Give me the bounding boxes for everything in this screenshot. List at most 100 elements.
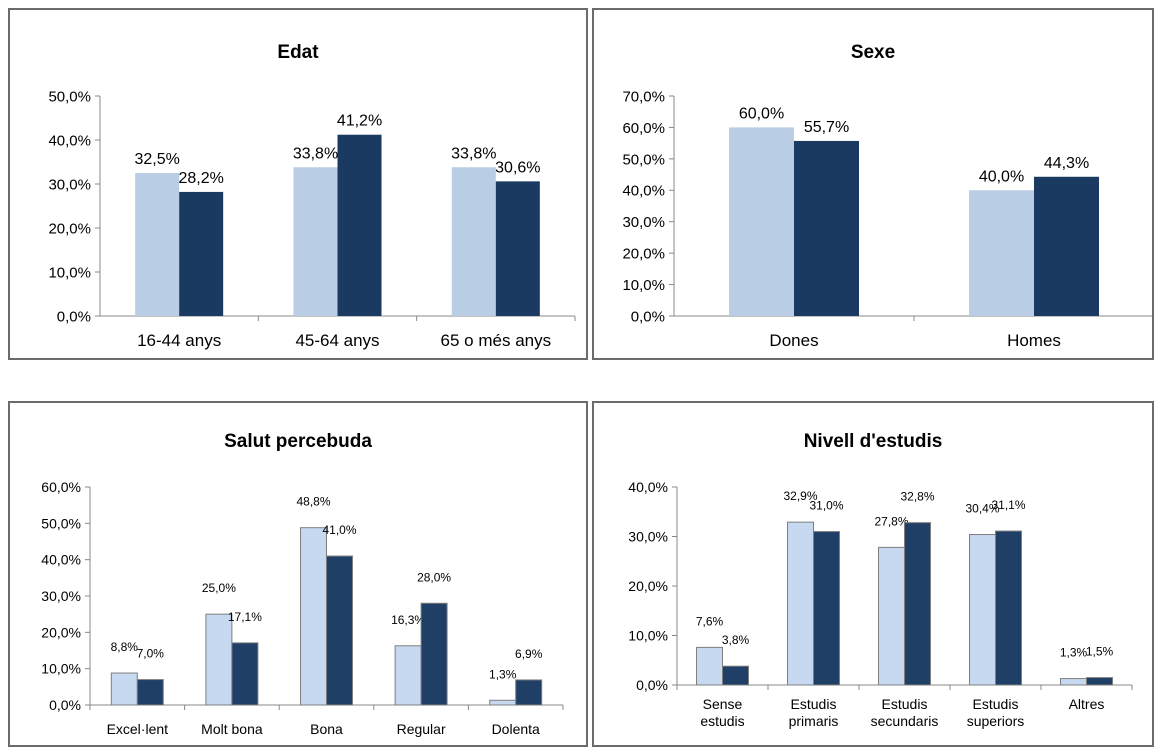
bar [787,521,814,686]
data-label: 32,8% [900,490,934,504]
data-label: 28,0% [417,570,451,584]
data-label: 40,0% [979,168,1024,185]
data-label: 41,2% [337,113,382,130]
bar [1086,677,1113,686]
data-label: 32,5% [134,151,179,168]
bar [337,134,382,316]
y-tick-label: 40,0% [41,552,81,568]
bar [969,190,1034,316]
x-category-label: Sense estudis [700,696,744,729]
bar [394,645,422,706]
x-category-label: Estudis primaris [789,696,839,729]
chart-svg: Nivell d'estudis 0,0% 10,0% 20,0% 30,0% 40,0%… [628,431,1133,729]
x-category-label: Regular [397,721,446,737]
bar [515,679,543,706]
bar [696,646,723,686]
x-category-label: 16-44 anys [137,331,221,350]
data-label: 30,4% [965,502,999,516]
data-label: 27,8% [874,514,908,528]
y-tick-label: 20,0% [622,246,665,263]
y-tick-label: 30,0% [622,214,665,231]
data-label: 17,1% [228,610,262,624]
x-category-label: Dolenta [492,721,540,737]
data-label: 32,9% [783,489,817,503]
data-label: 60,0% [739,105,784,122]
y-tick-label: 40,0% [622,183,665,200]
y-tick-label: 30,0% [48,176,91,193]
y-tick-label: 20,0% [628,578,668,594]
bar [451,167,496,316]
x-category-label: Altres [1069,696,1105,712]
bar [179,191,224,316]
x-category-label: Molt bona [201,721,263,737]
data-label: 6,9% [515,647,543,661]
data-label: 33,8% [451,145,496,162]
bar [1034,176,1099,316]
data-label: 44,3% [1044,155,1089,172]
bar [135,173,180,316]
bar [969,534,996,686]
data-label: 1,3% [1060,646,1088,660]
y-tick-label: 0,0% [636,677,668,693]
y-tick-label: 60,0% [622,120,665,137]
data-label: 28,2% [178,170,223,187]
data-label: 31,0% [809,499,843,513]
bar [878,546,905,686]
data-label: 33,8% [293,145,338,162]
chart-title: Edat [277,42,319,63]
bar [722,665,749,686]
bar [995,530,1022,686]
x-category-label: Excel·lent [107,721,169,737]
y-tick-label: 40,0% [628,479,668,495]
chart-panel-salut-percebuda: Salut percebuda 0,0% 10,0% 20,0% 30,0% 40,0% 5… [8,401,588,747]
chart-svg: Edat 0,0% 10,0% 20,0% 30,0% 40,0% 50,0% 32,5% 28… [48,42,576,350]
y-tick-label: 20,0% [41,624,81,640]
x-category-label: Estudis secundaris [871,696,939,729]
data-label: 41,0% [322,523,356,537]
data-label: 25,0% [202,581,236,595]
y-tick-label: 0,0% [49,697,81,713]
y-tick-label: 10,0% [48,264,91,281]
x-category-label: 65 o més anys [441,331,552,350]
y-tick-label: 0,0% [57,308,91,325]
data-label: 1,3% [489,667,517,681]
chart-title: Salut percebuda [224,431,372,452]
bar [205,613,233,706]
x-category-label: Dones [769,331,818,350]
data-label: 55,7% [804,119,849,136]
x-category-label: Estudis superiors [967,696,1025,729]
data-label: 7,0% [137,647,165,661]
chart-panel-sexe: Sexe 0,0% 10,0% 20,0% 30,0% 40,0% 50,0% 60,0% 70… [592,8,1154,360]
bar [813,531,840,686]
bar [489,699,517,706]
chart-panel-nivell-estudis: Nivell d'estudis 0,0% 10,0% 20,0% 30,0% 40,0%… [592,401,1154,747]
bar [231,642,259,706]
y-tick-label: 50,0% [48,88,91,105]
y-tick-label: 50,0% [622,151,665,168]
x-category-label: 45-64 anys [295,331,379,350]
data-label: 48,8% [296,495,330,509]
y-tick-label: 10,0% [622,277,665,294]
y-tick-label: 0,0% [631,308,665,325]
bar [136,679,164,706]
data-label: 7,6% [696,614,724,628]
y-tick-label: 40,0% [48,132,91,149]
bar [326,555,353,706]
bar [1060,678,1087,686]
chart-title: Nivell d'estudis [804,431,943,452]
y-tick-label: 20,0% [48,220,91,237]
y-tick-label: 60,0% [41,479,81,495]
bar [904,522,931,686]
bar [420,602,448,706]
data-label: 30,6% [495,159,540,176]
y-tick-label: 70,0% [622,88,665,105]
data-label: 16,3% [391,613,425,627]
chart-svg: Sexe 0,0% 10,0% 20,0% 30,0% 40,0% 50,0% 60,0% 70… [622,42,1152,350]
data-label: 3,8% [722,633,750,647]
y-tick-label: 30,0% [41,588,81,604]
chart-title: Sexe [851,42,895,63]
bar [729,127,794,316]
bar [794,140,859,316]
y-tick-label: 50,0% [41,515,81,531]
y-tick-label: 30,0% [628,529,668,545]
